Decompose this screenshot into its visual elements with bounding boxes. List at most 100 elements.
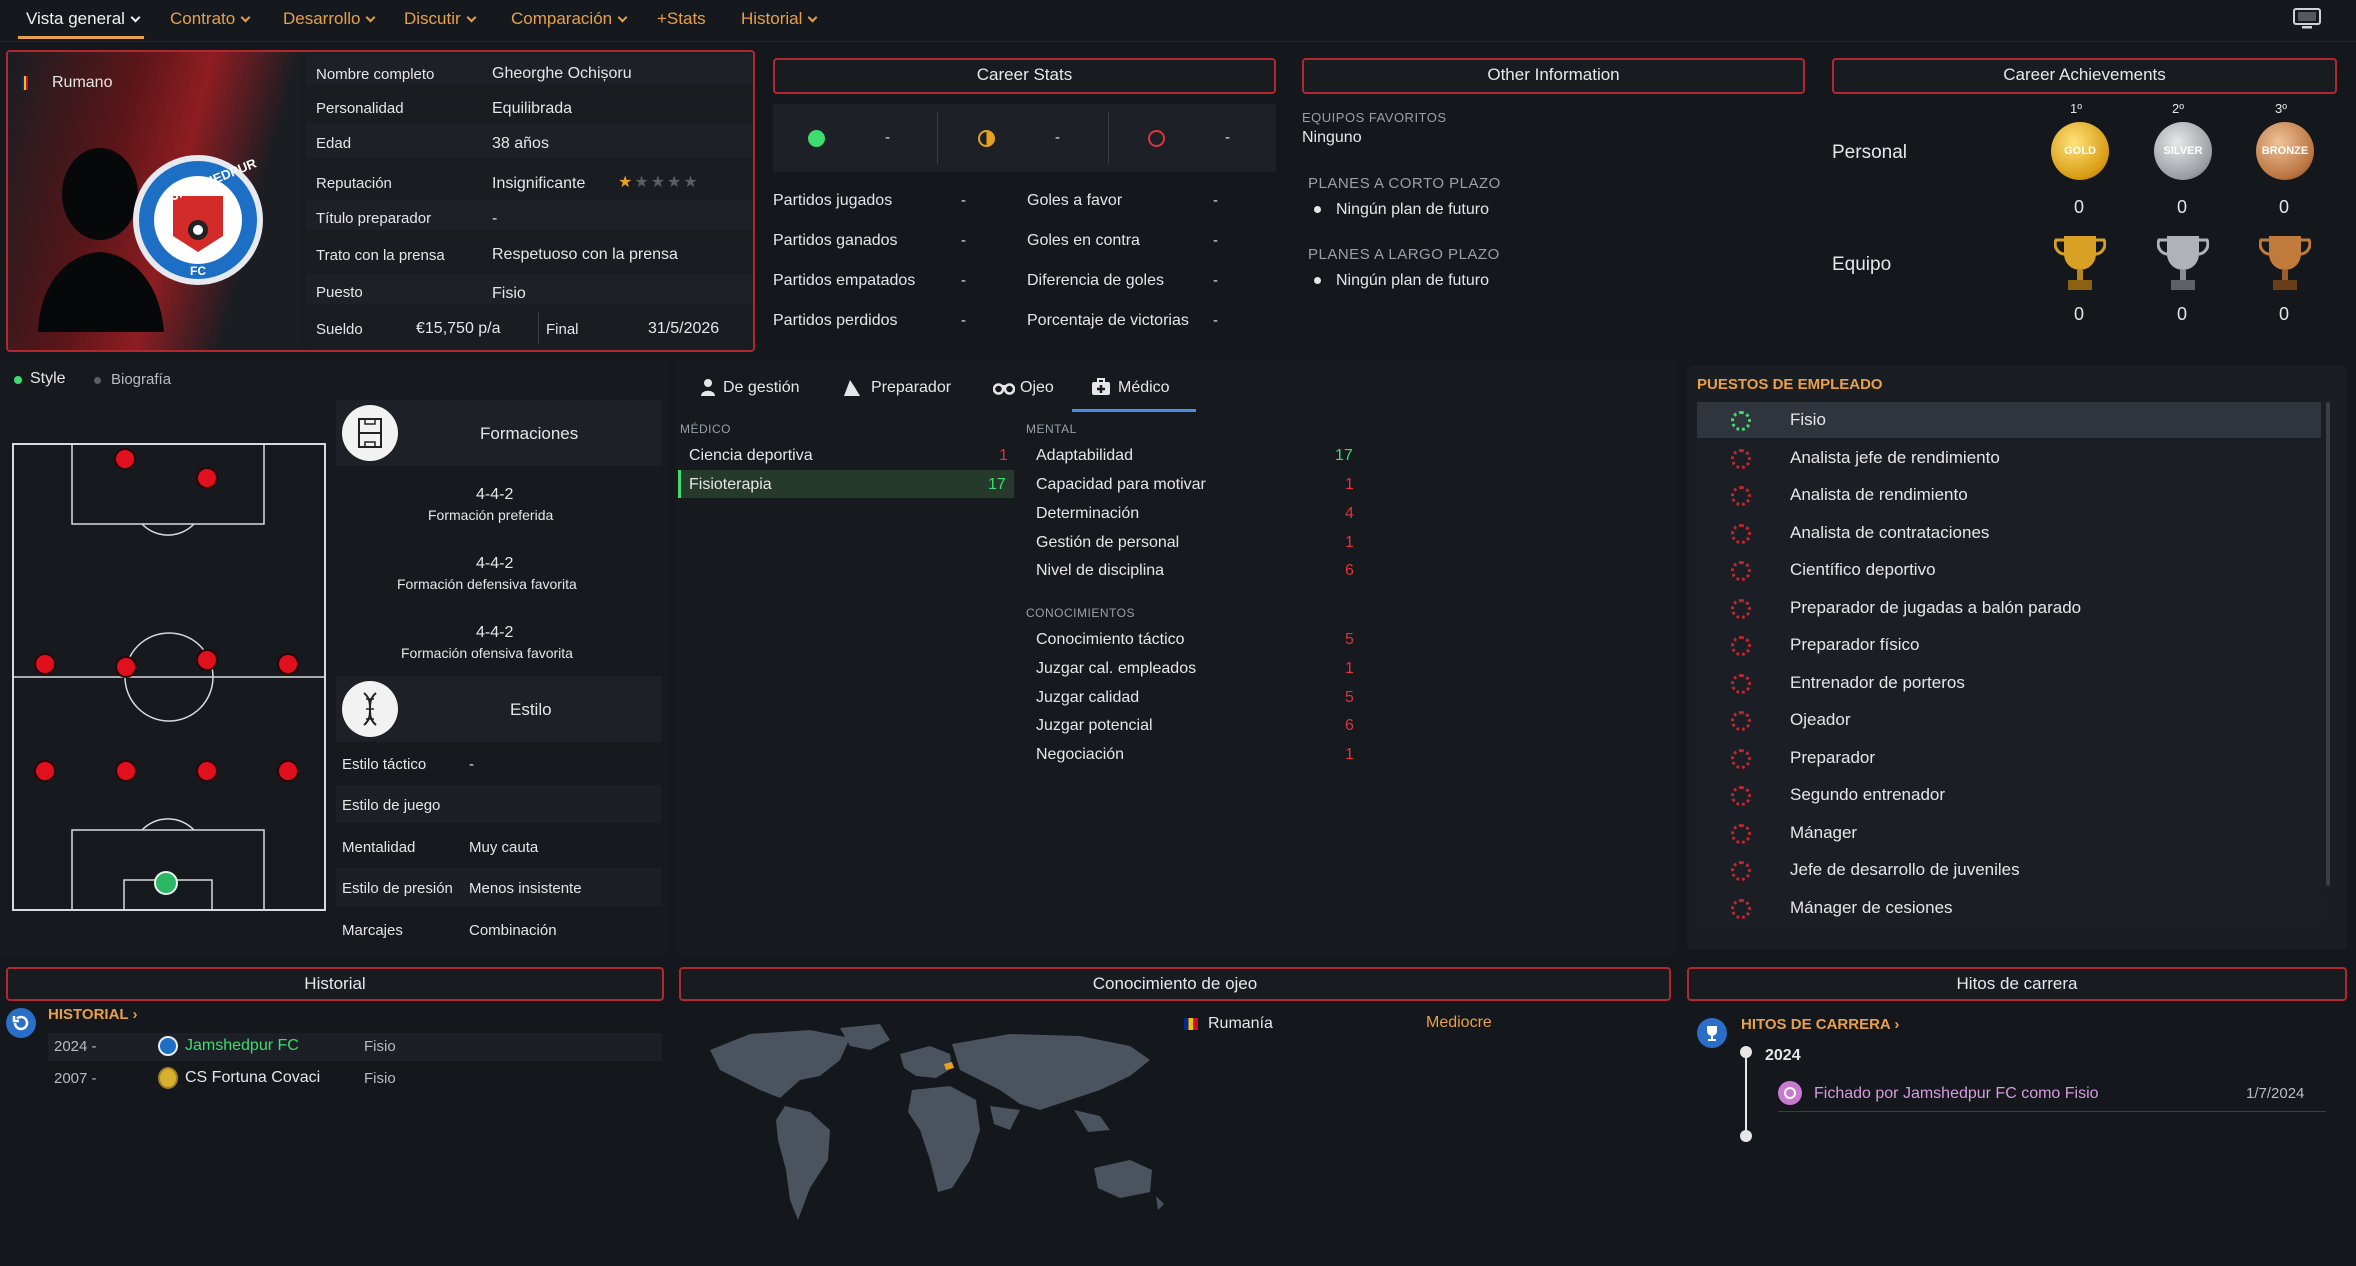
employee-role-label: Analista jefe de rendimiento bbox=[1790, 447, 2000, 467]
contract-end-label: Final bbox=[546, 321, 579, 338]
nav-vista-general[interactable]: Vista general bbox=[26, 9, 141, 29]
chevron-down-icon bbox=[240, 12, 251, 23]
employee-role-label: Mánager de cesiones bbox=[1790, 897, 1953, 917]
player-dot-defender[interactable] bbox=[34, 760, 56, 782]
detail-value: Equilibrada bbox=[492, 100, 573, 117]
style-row-value: Combinación bbox=[469, 922, 557, 939]
role-competence-icon bbox=[1731, 861, 1751, 881]
career-stats-summary: - - - bbox=[773, 104, 1276, 172]
stat-value: - bbox=[1213, 312, 1218, 329]
employee-role-item[interactable]: Científico deportivo bbox=[1697, 552, 2321, 588]
player-dot-midfielder[interactable] bbox=[277, 653, 299, 675]
employee-role-item[interactable]: Segundo entrenador bbox=[1697, 777, 2321, 813]
detail-value: Gheorghe Ochișoru bbox=[492, 65, 632, 82]
scrollbar[interactable] bbox=[2326, 402, 2330, 886]
detail-label: Puesto bbox=[316, 284, 363, 301]
detail-label: Título preparador bbox=[316, 210, 432, 227]
history-link[interactable]: HISTORIAL › bbox=[48, 1006, 138, 1023]
tab-style[interactable]: Style bbox=[30, 370, 66, 387]
employee-role-item[interactable]: Analista de contrataciones bbox=[1697, 514, 2321, 551]
player-dot-striker[interactable] bbox=[114, 448, 136, 470]
chevron-down-icon bbox=[130, 12, 141, 23]
style-row-value: Menos insistente bbox=[469, 880, 582, 897]
monitor-icon[interactable] bbox=[2293, 8, 2321, 30]
coach-icon bbox=[842, 378, 862, 396]
employee-role-item[interactable]: Analista jefe de rendimiento bbox=[1697, 439, 2321, 476]
draws-value: - bbox=[1055, 129, 1060, 146]
milestone-event: Fichado por Jamshedpur FC como Fisio bbox=[1814, 1085, 2099, 1102]
favorite-teams-label: EQUIPOS FAVORITOS bbox=[1302, 110, 1447, 125]
silver-trophy-icon bbox=[2157, 236, 2209, 290]
player-dot-midfielder[interactable] bbox=[196, 649, 218, 671]
employee-role-item[interactable]: Mánager de cesiones bbox=[1697, 889, 2321, 926]
attribute-value: 1 bbox=[1345, 746, 1354, 763]
employee-role-item[interactable]: Jefe de desarrollo de juveniles bbox=[1697, 852, 2321, 888]
highlight-accent bbox=[678, 470, 681, 498]
history-year: 2024 - bbox=[54, 1038, 97, 1055]
stat-value: - bbox=[961, 232, 966, 249]
employee-role-label: Científico deportivo bbox=[1790, 560, 1936, 579]
role-competence-icon bbox=[1731, 786, 1751, 806]
role-competence-icon bbox=[1731, 523, 1751, 544]
trophy-icon bbox=[1697, 1018, 1727, 1048]
attribute-value: 1 bbox=[1345, 476, 1354, 493]
employee-role-item[interactable]: Mánager bbox=[1697, 814, 2321, 851]
tab-ojeo[interactable]: Ojeo bbox=[1020, 379, 1054, 396]
favorite-teams-value: Ninguno bbox=[1302, 129, 1362, 146]
nav-discutir[interactable]: Discutir bbox=[404, 9, 477, 29]
gold-medal-icon: GOLD bbox=[2051, 122, 2109, 180]
history-club-link[interactable]: CS Fortuna Covaci bbox=[185, 1069, 321, 1086]
employee-role-item[interactable]: Analista de rendimiento bbox=[1697, 477, 2321, 513]
history-club-link[interactable]: Jamshedpur FC bbox=[185, 1037, 299, 1054]
nav-comparacion[interactable]: Comparación bbox=[511, 9, 628, 29]
nav-historial[interactable]: Historial bbox=[741, 9, 818, 29]
formations-header: Formaciones bbox=[480, 424, 579, 443]
player-dot-goalkeeper[interactable] bbox=[154, 871, 178, 895]
milestones-link[interactable]: HITOS DE CARRERA › bbox=[1741, 1016, 1900, 1033]
player-dot-striker[interactable] bbox=[196, 467, 218, 489]
detail-label: Nombre completo bbox=[316, 66, 435, 83]
player-dot-defender[interactable] bbox=[277, 760, 299, 782]
romania-flag-icon bbox=[1184, 1018, 1198, 1030]
player-dot-midfielder[interactable] bbox=[34, 653, 56, 675]
employee-role-item[interactable]: Ojeador bbox=[1697, 702, 2321, 738]
style-row-label: Estilo táctico bbox=[342, 756, 427, 773]
world-map[interactable] bbox=[690, 1020, 1180, 1240]
employee-role-item[interactable]: Preparador bbox=[1697, 739, 2321, 776]
tab-de-gestion[interactable]: De gestión bbox=[723, 379, 800, 396]
employee-role-item[interactable]: Fisio bbox=[1697, 402, 2321, 438]
milestone-divider bbox=[1778, 1111, 2326, 1112]
nav-desarrollo[interactable]: Desarrollo bbox=[283, 9, 376, 29]
scouting-country: Rumanía bbox=[1208, 1015, 1273, 1032]
tab-medico[interactable]: Médico bbox=[1118, 379, 1170, 396]
player-dot-defender[interactable] bbox=[115, 760, 137, 782]
tab-biografia[interactable]: Biografía bbox=[111, 371, 172, 388]
history-role: Fisio bbox=[364, 1070, 396, 1087]
attribute-label: Nivel de disciplina bbox=[1036, 562, 1165, 579]
stat-label: Partidos jugados bbox=[773, 192, 893, 209]
attribute-value: 17 bbox=[988, 476, 1006, 493]
attribute-label: Gestión de personal bbox=[1036, 534, 1180, 551]
attribute-value: 1 bbox=[1345, 534, 1354, 551]
tab-preparador[interactable]: Preparador bbox=[871, 379, 952, 396]
player-dot-midfielder[interactable] bbox=[115, 656, 137, 678]
nav-contrato[interactable]: Contrato bbox=[170, 9, 251, 29]
employee-role-label: Analista de rendimiento bbox=[1790, 485, 1968, 504]
bullet-icon bbox=[1314, 277, 1321, 284]
detail-value: Insignificante bbox=[492, 175, 586, 192]
club-crest-icon bbox=[133, 155, 263, 285]
chevron-down-icon bbox=[366, 12, 376, 23]
employee-role-item[interactable]: Entrenador de porteros bbox=[1697, 664, 2321, 701]
employee-role-item[interactable]: Preparador físico bbox=[1697, 627, 2321, 663]
attribute-row-highlight bbox=[678, 470, 1014, 498]
nationality-label: Rumano bbox=[52, 74, 113, 91]
reputation-stars: ★★★★★ bbox=[618, 174, 700, 191]
employee-role-item[interactable]: Preparador de jugadas a balón parado bbox=[1697, 589, 2321, 626]
nav-stats[interactable]: +Stats bbox=[657, 9, 706, 28]
wage-value: €15,750 p/a bbox=[416, 320, 501, 337]
player-dot-defender[interactable] bbox=[196, 760, 218, 782]
detail-value: Fisio bbox=[492, 285, 526, 302]
medical-section-header: MÉDICO bbox=[680, 422, 731, 436]
formation-value: 4-4-2 bbox=[476, 486, 514, 503]
role-competence-icon bbox=[1731, 561, 1751, 581]
